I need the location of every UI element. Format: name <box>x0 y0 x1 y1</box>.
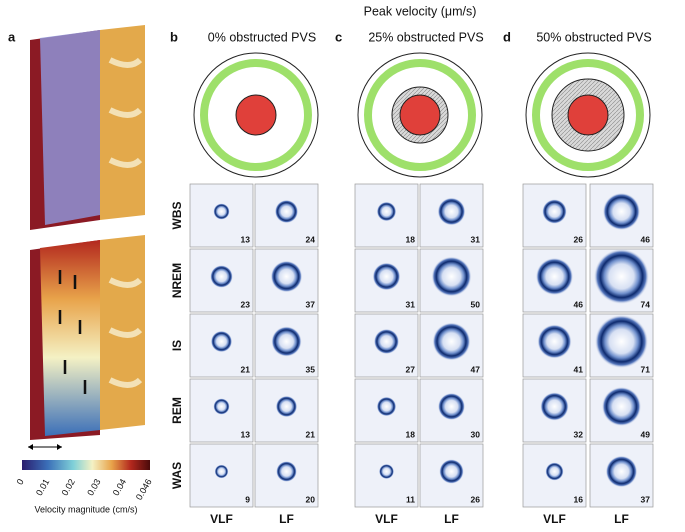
peak-value: 9 <box>245 494 250 504</box>
panel-label: a <box>8 29 16 44</box>
peak-value: 35 <box>306 364 316 374</box>
colorbar-tick: 0.02 <box>60 477 77 497</box>
peak-value: 37 <box>641 494 651 504</box>
velocity-ring <box>373 328 400 355</box>
peak-value: 26 <box>471 494 481 504</box>
illustration-top <box>30 25 145 230</box>
velocity-ring <box>376 201 397 222</box>
peak-value: 18 <box>406 234 416 244</box>
velocity-ring <box>210 330 233 353</box>
panel-label: c <box>335 29 342 44</box>
row-label: NREM <box>170 263 184 298</box>
peak-value: 24 <box>306 234 316 244</box>
velocity-ring <box>594 314 649 369</box>
peak-value: 13 <box>241 234 251 244</box>
colorbar <box>22 460 150 470</box>
peak-value: 30 <box>471 429 481 439</box>
velocity-ring <box>213 398 230 415</box>
peak-value: 41 <box>574 364 584 374</box>
velocity-ring <box>213 203 230 220</box>
column-label: VLF <box>375 512 398 526</box>
velocity-ring <box>275 395 298 418</box>
velocity-ring <box>432 322 471 361</box>
velocity-ring <box>372 262 401 291</box>
peak-value: 18 <box>406 429 416 439</box>
velocity-ring <box>276 461 297 482</box>
column-label: VLF <box>210 512 233 526</box>
peak-value: 21 <box>306 429 316 439</box>
velocity-ring <box>535 257 574 296</box>
column-label: LF <box>614 512 629 526</box>
peak-value: 71 <box>641 364 651 374</box>
schematic-d <box>525 52 651 178</box>
velocity-ring <box>210 265 233 288</box>
velocity-ring <box>601 386 642 427</box>
colorbar-tick: 0.03 <box>85 477 102 497</box>
velocity-ring <box>271 326 302 357</box>
velocity-ring <box>270 260 303 293</box>
peak-value: 23 <box>241 299 251 309</box>
figure-title: Peak velocity (μm/s) <box>364 4 477 18</box>
colorbar-tick: 0.046 <box>134 477 154 502</box>
column-label: LF <box>444 512 459 526</box>
row-label: IS <box>170 340 184 351</box>
panel-title: 25% obstructed PVS <box>368 30 483 44</box>
panel-label: b <box>170 29 178 44</box>
peak-value: 11 <box>406 494 415 504</box>
illustration-bottom <box>30 235 145 440</box>
peak-value: 50 <box>471 299 481 309</box>
peak-value: 37 <box>306 299 316 309</box>
panel-title: 0% obstructed PVS <box>208 30 316 44</box>
tile <box>419 183 484 248</box>
velocity-ring <box>376 396 397 417</box>
peak-value: 27 <box>406 364 416 374</box>
colorbar-tick: 0.04 <box>111 477 128 497</box>
column-label: LF <box>279 512 294 526</box>
velocity-ring <box>540 392 569 421</box>
velocity-ring <box>378 463 395 480</box>
peak-value: 46 <box>641 234 651 244</box>
row-label: WBS <box>170 202 184 230</box>
peak-value: 47 <box>471 364 481 374</box>
velocity-ring <box>593 248 650 305</box>
velocity-ring <box>439 459 464 484</box>
velocity-ring <box>605 455 638 488</box>
column-label: VLF <box>543 512 566 526</box>
colorbar-label: Velocity magnitude (cm/s) <box>34 504 137 514</box>
schematic-b <box>193 52 319 178</box>
row-label: WAS <box>170 462 184 489</box>
colorbar-tick: 0.01 <box>34 477 51 497</box>
row-label: REM <box>170 397 184 424</box>
peak-value: 46 <box>574 299 584 309</box>
colorbar-tick: 0 <box>15 477 26 486</box>
velocity-ring <box>537 324 572 359</box>
panel-label: d <box>503 29 511 44</box>
peak-value: 20 <box>306 494 316 504</box>
peak-value: 26 <box>574 234 584 244</box>
velocity-ring <box>437 197 466 226</box>
peak-value: 74 <box>641 299 651 309</box>
peak-value: 16 <box>574 494 584 504</box>
peak-value: 31 <box>406 299 416 309</box>
peak-value: 49 <box>641 429 651 439</box>
peak-value: 31 <box>471 234 481 244</box>
velocity-ring <box>214 464 229 479</box>
velocity-ring <box>437 392 466 421</box>
schematic-c <box>357 52 483 178</box>
peak-value: 21 <box>241 364 251 374</box>
peak-value: 13 <box>241 429 251 439</box>
peak-value: 32 <box>574 429 584 439</box>
panel-title: 50% obstructed PVS <box>536 30 651 44</box>
velocity-ring <box>431 256 472 297</box>
velocity-ring <box>602 192 641 231</box>
velocity-ring <box>545 462 564 481</box>
velocity-ring <box>542 199 567 224</box>
velocity-ring <box>274 199 299 224</box>
